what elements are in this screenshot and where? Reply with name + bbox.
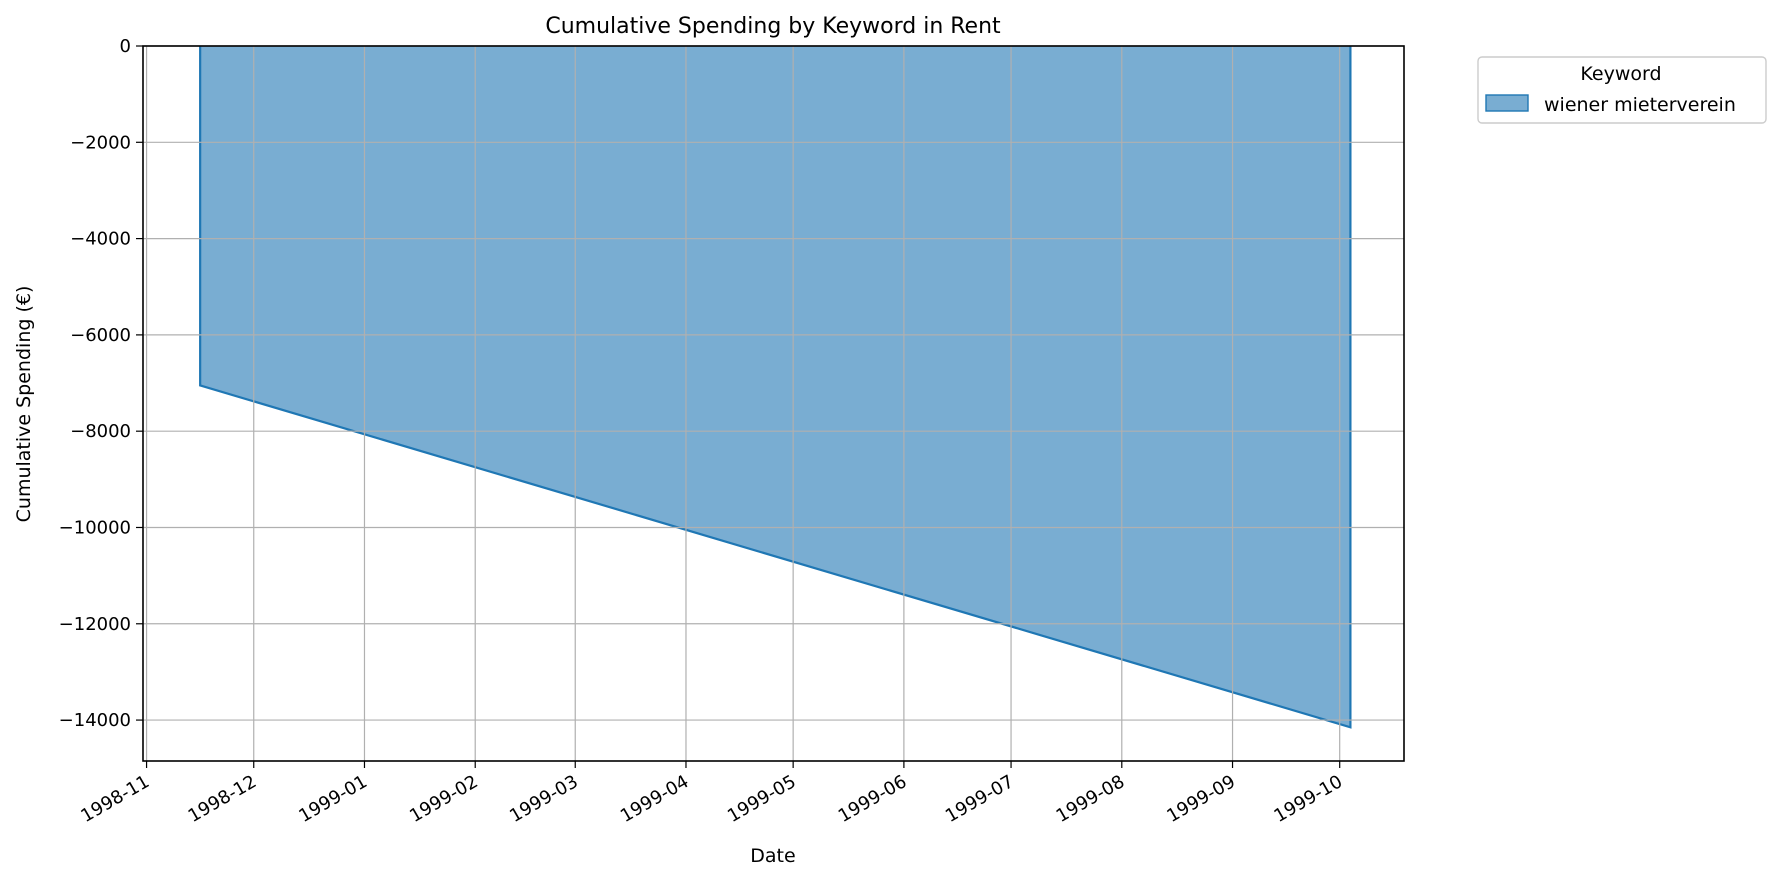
- y-tick-label: −12000: [59, 614, 131, 635]
- legend-frame: [1477, 56, 1767, 124]
- x-axis-ticks: 1998-11 1998-12 1999-01 1999-02 1999-03 1999-…: [77, 761, 1346, 827]
- y-axis-ticks: 0 −2000 −4000 −6000 −8000 −10000 −12000 −14000: [59, 36, 143, 731]
- y-tick-label: −14000: [59, 710, 131, 731]
- y-tick-label: −4000: [70, 229, 131, 250]
- chart-title: Cumulative Spending by Keyword in Rent: [545, 14, 1001, 39]
- x-tick-label: 1999-07: [942, 771, 1018, 827]
- y-tick-label: −2000: [70, 132, 131, 153]
- x-tick-label: 1999-09: [1163, 771, 1239, 827]
- x-tick-label: 1999-06: [835, 771, 911, 827]
- series-line: [199, 46, 1352, 729]
- series-area: [200, 46, 1351, 728]
- legend-title: Keyword: [1580, 63, 1661, 85]
- x-tick-label: 1999-02: [406, 771, 482, 827]
- y-axis-label: Cumulative Spending (€): [13, 286, 35, 523]
- x-tick-label: 1998-12: [185, 771, 261, 827]
- y-tick-label: −6000: [70, 325, 131, 346]
- y-tick-label: −8000: [70, 421, 131, 442]
- x-tick-label: 1999-04: [617, 771, 693, 827]
- x-tick-label: 1999-10: [1271, 771, 1347, 827]
- x-axis-label: Date: [750, 845, 795, 867]
- x-tick-label: 1999-08: [1053, 771, 1129, 827]
- plot-frame: [142, 45, 1405, 762]
- plot-area: [199, 46, 1352, 729]
- legend-label: wiener mieterverein: [1544, 94, 1736, 116]
- x-tick-label: 1999-01: [295, 771, 371, 827]
- x-tick-label: 1999-05: [724, 771, 800, 827]
- x-tick-label: 1999-03: [506, 771, 582, 827]
- legend-swatch: [1485, 94, 1529, 112]
- legend: Keyword wiener mieterverein: [1477, 56, 1767, 124]
- x-tick-label: 1998-11: [77, 771, 153, 827]
- y-tick-label: 0: [120, 36, 131, 57]
- y-tick-label: −10000: [59, 517, 131, 538]
